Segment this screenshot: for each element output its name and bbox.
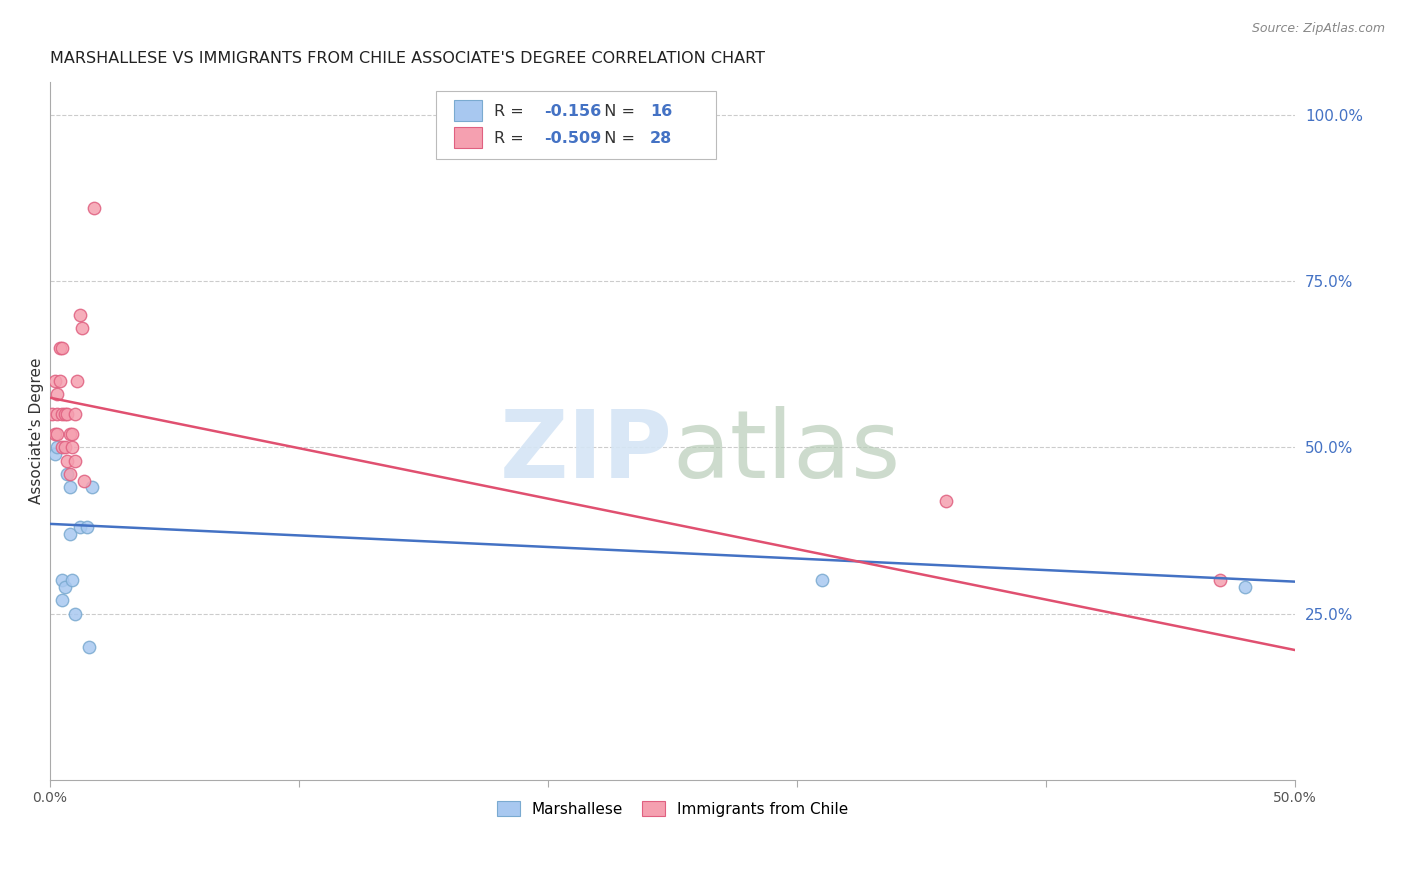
Point [63, 407, 86, 421]
Point [41, 407, 63, 421]
Point [44, 447, 66, 461]
Point [56, 467, 79, 481]
Point [51, 441, 73, 455]
Point [70, 321, 93, 335]
Point [53, 441, 76, 455]
Point [53, 580, 76, 594]
Point [51, 574, 73, 588]
Text: R =: R = [495, 104, 529, 120]
Text: 16: 16 [650, 104, 672, 120]
Point [1234, 580, 1257, 594]
Text: ZIP: ZIP [499, 406, 672, 498]
Point [44, 427, 66, 442]
Text: -0.156: -0.156 [544, 104, 602, 120]
Text: -0.509: -0.509 [544, 131, 602, 146]
Text: Source: ZipAtlas.com: Source: ZipAtlas.com [1251, 22, 1385, 36]
Point [63, 607, 86, 621]
Text: N =: N = [593, 131, 640, 146]
Text: atlas: atlas [672, 406, 901, 498]
Point [63, 454, 86, 468]
Point [56, 407, 79, 421]
Point [46, 387, 69, 401]
Text: 28: 28 [650, 131, 672, 146]
Point [56, 454, 79, 468]
Point [60, 441, 83, 455]
Point [80, 480, 103, 494]
Point [79, 640, 101, 654]
FancyBboxPatch shape [436, 91, 716, 159]
Point [60, 574, 83, 588]
Point [76, 520, 98, 534]
Point [46, 407, 69, 421]
Text: N =: N = [593, 104, 640, 120]
Point [58, 480, 80, 494]
Point [69, 308, 91, 322]
Point [51, 341, 73, 355]
Text: MARSHALLESE VS IMMIGRANTS FROM CHILE ASSOCIATE'S DEGREE CORRELATION CHART: MARSHALLESE VS IMMIGRANTS FROM CHILE ASS… [49, 51, 765, 66]
Point [53, 407, 76, 421]
Point [1209, 574, 1232, 588]
Point [46, 441, 69, 455]
Point [66, 374, 89, 388]
FancyBboxPatch shape [454, 128, 482, 148]
Point [69, 520, 91, 534]
Point [58, 526, 80, 541]
Text: R =: R = [495, 131, 529, 146]
Point [83, 202, 105, 216]
Point [935, 493, 957, 508]
Point [58, 467, 80, 481]
Point [44, 374, 66, 388]
Point [811, 574, 834, 588]
Y-axis label: Associate's Degree: Associate's Degree [30, 358, 44, 504]
Point [51, 407, 73, 421]
Point [51, 593, 73, 607]
FancyBboxPatch shape [454, 100, 482, 120]
Point [46, 427, 69, 442]
Point [73, 474, 96, 488]
Point [60, 427, 83, 442]
Point [48, 341, 70, 355]
Point [48, 374, 70, 388]
Legend: Marshallese, Immigrants from Chile: Marshallese, Immigrants from Chile [489, 794, 856, 824]
Point [58, 427, 80, 442]
